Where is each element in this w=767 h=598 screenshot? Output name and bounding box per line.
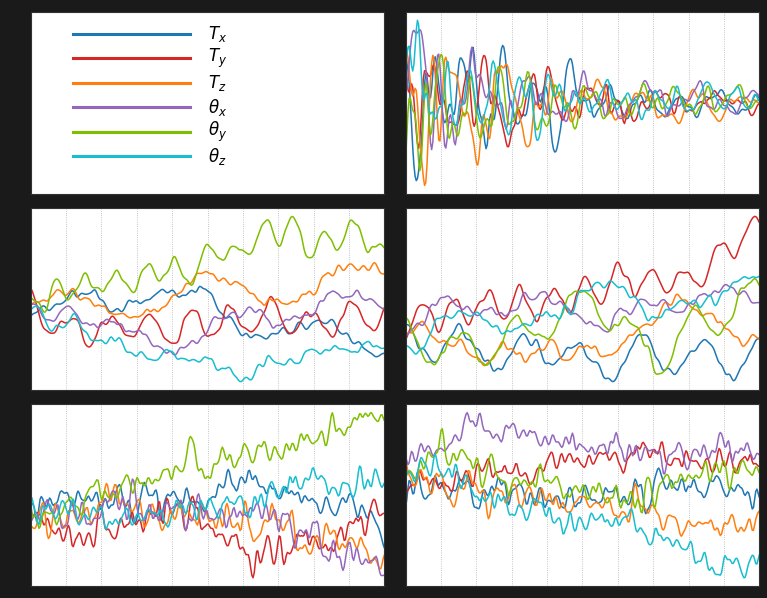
Text: $T_x$: $T_x$	[208, 24, 227, 44]
Text: $\theta_x$: $\theta_x$	[208, 97, 227, 118]
Text: $T_z$: $T_z$	[208, 73, 226, 93]
Text: $\theta_z$: $\theta_z$	[208, 146, 226, 167]
Text: $T_y$: $T_y$	[208, 47, 227, 70]
Text: $\theta_y$: $\theta_y$	[208, 120, 227, 144]
